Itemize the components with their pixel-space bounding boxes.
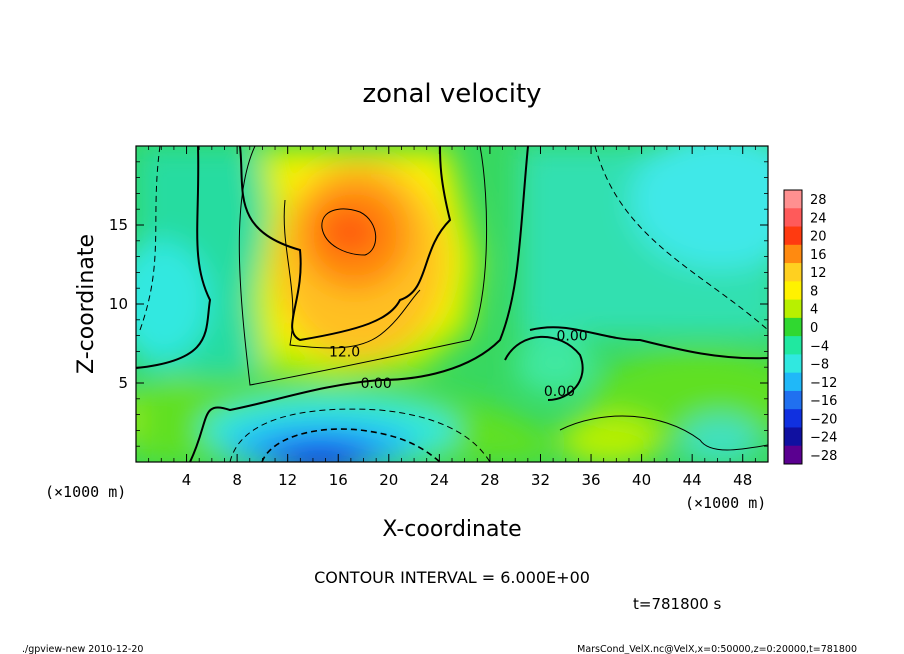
contour-small-east bbox=[559, 415, 768, 451]
colorbar-swatch bbox=[784, 336, 802, 355]
contour-label: 0.00 bbox=[544, 384, 575, 400]
contour-minus12-jet bbox=[261, 428, 441, 462]
colorbar-swatch bbox=[784, 263, 802, 282]
contour-interval: CONTOUR INTERVAL = 6.000E+00 bbox=[314, 568, 590, 587]
contour-minus6-east bbox=[594, 146, 768, 331]
colorbar-swatch bbox=[784, 190, 802, 209]
contour-label: 0.00 bbox=[361, 376, 392, 392]
contour-zero-lobe bbox=[504, 335, 584, 401]
x-unit-right: (×1000 m) bbox=[685, 494, 766, 512]
x-tick-label: 8 bbox=[232, 471, 242, 489]
colorbar-label: 4 bbox=[810, 303, 818, 318]
colorbar-swatch bbox=[784, 226, 802, 246]
x-tick-label: 16 bbox=[329, 471, 348, 489]
colorbar-label: −16 bbox=[810, 394, 837, 409]
contour-minus6-jet bbox=[229, 408, 491, 462]
contour-zero-jet bbox=[239, 146, 452, 342]
x-tick-label: 44 bbox=[683, 471, 702, 489]
colorbar-swatch bbox=[784, 281, 802, 301]
chart-title: zonal velocity bbox=[362, 79, 541, 109]
x-axis-title: X-coordinate bbox=[382, 517, 521, 542]
colorbar-label: 20 bbox=[810, 230, 827, 245]
colorbar-swatch bbox=[784, 244, 802, 264]
colorbar-label: −20 bbox=[810, 412, 837, 427]
colorbar-label: 24 bbox=[810, 211, 827, 226]
colorbar-label: −4 bbox=[810, 339, 829, 354]
colorbar-frame bbox=[783, 189, 803, 465]
contour-zero-east bbox=[529, 326, 768, 360]
velocity-field bbox=[136, 146, 768, 462]
x-unit-left: (×1000 m) bbox=[45, 483, 126, 501]
colorbar-swatch bbox=[784, 317, 802, 337]
contour-label: 12.0 bbox=[329, 344, 360, 360]
x-tick-label: 40 bbox=[632, 471, 651, 489]
y-tick-label: 5 bbox=[118, 374, 128, 392]
contour-plus18 bbox=[321, 208, 377, 256]
x-tick-label: 12 bbox=[278, 471, 297, 489]
x-tick-label: 4 bbox=[182, 471, 192, 489]
plot-area bbox=[136, 146, 768, 462]
footer-left: ./gpview-new 2010-12-20 bbox=[22, 644, 143, 654]
colorbar-swatch bbox=[784, 372, 802, 392]
colorbar-swatch bbox=[784, 208, 802, 228]
x-tick-label: 24 bbox=[430, 471, 449, 489]
colorbar-swatch bbox=[784, 445, 802, 465]
colorbar: 28 24 20 16 12 8 4 0 −4 −8 −12 −16 −20 −24 −28 bbox=[783, 189, 837, 465]
footer-right: MarsCond_VelX.nc@VelX,x=0:50000,z=0:2000… bbox=[577, 644, 857, 654]
x-tick-label: 28 bbox=[480, 471, 499, 489]
contour-plus12 bbox=[283, 199, 421, 349]
colorbar-label: 28 bbox=[810, 193, 827, 208]
contour-labels: 12.00.000.000.00 bbox=[329, 329, 588, 400]
colorbar-swatch bbox=[784, 390, 802, 410]
colorbar-label: 16 bbox=[810, 248, 827, 263]
contour-label: 0.00 bbox=[556, 329, 587, 345]
y-tick-label: 10 bbox=[109, 295, 128, 313]
y-axis-title: Z-coordinate bbox=[74, 234, 99, 374]
time-label: t=781800 s bbox=[633, 595, 721, 613]
colorbar-swatch bbox=[784, 354, 802, 374]
x-tick-label: 32 bbox=[531, 471, 550, 489]
x-tick-label: 36 bbox=[581, 471, 600, 489]
x-tick-label: 20 bbox=[379, 471, 398, 489]
contour-zero-middle bbox=[189, 146, 529, 462]
colorbar-label: 8 bbox=[810, 284, 818, 299]
colorbar-swatch bbox=[784, 299, 802, 319]
contour-minus6-west bbox=[139, 146, 161, 331]
contour-lines bbox=[136, 146, 768, 462]
colorbar-label: −8 bbox=[810, 358, 829, 373]
colorbar-swatch bbox=[784, 409, 802, 428]
y-axis-ticks: 5 10 15 bbox=[109, 161, 768, 447]
colorbar-label: −12 bbox=[810, 376, 837, 391]
colorbar-label: 0 bbox=[810, 321, 818, 336]
y-tick-label: 15 bbox=[109, 216, 128, 234]
contour-zero-west bbox=[136, 146, 212, 369]
colorbar-label: −28 bbox=[810, 449, 837, 464]
colorbar-label: 12 bbox=[810, 266, 827, 281]
x-axis-ticks: 4 8 12 16 20 24 28 32 36 40 44 48 bbox=[148, 146, 769, 489]
colorbar-label: −24 bbox=[810, 431, 837, 446]
contour-plus6 bbox=[238, 146, 488, 386]
x-tick-label: 48 bbox=[733, 471, 752, 489]
colorbar-swatch bbox=[784, 427, 802, 447]
